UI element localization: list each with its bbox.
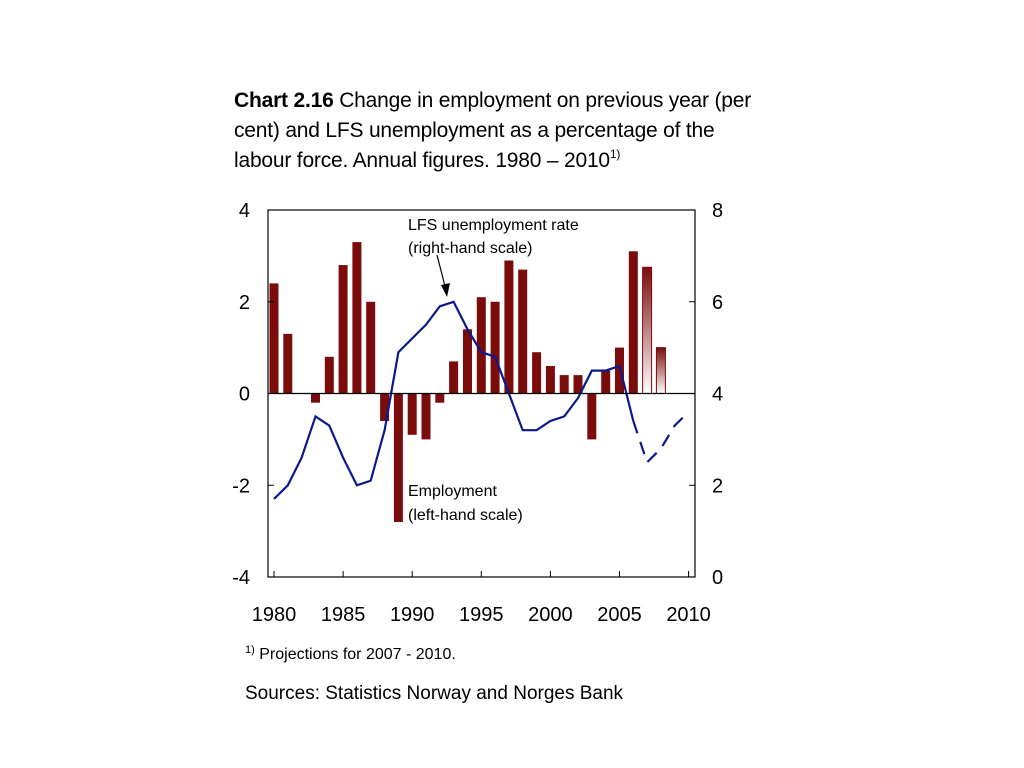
right-tick-label: 0: [712, 567, 723, 589]
left-tick-label: 2: [239, 292, 250, 314]
annotation-arrow-head: [441, 283, 450, 297]
unemployment-line-actual: [273, 300, 635, 500]
employment-bar-1991: [421, 393, 431, 440]
employment-bar-1997: [504, 260, 514, 394]
tick-labels: 4 2 0 -2 -4 8 6 4 2 0 1980 1985 1990 1995 2000 2005 2010: [232, 200, 723, 626]
x-tick-label: 1990: [390, 604, 435, 626]
unemployment-line: [273, 300, 690, 500]
x-tick-label: 1985: [321, 604, 366, 626]
employment-bar-2005: [615, 347, 624, 394]
sources: Sources: Statistics Norway and Norges Ba…: [245, 683, 624, 704]
right-tick-label: 4: [712, 384, 723, 406]
employment-bar-2007: [642, 266, 653, 394]
right-tick-label: 6: [712, 292, 723, 314]
chart-number: Chart 2.16: [234, 89, 334, 112]
employment-bar-1987: [366, 301, 376, 394]
footnote-mark: 1): [245, 644, 255, 656]
left-tick-label: 0: [239, 384, 250, 406]
employment-bar-1993: [449, 361, 459, 394]
employment-bar-1980: [269, 283, 279, 394]
employment-bar-1981: [283, 333, 293, 394]
chart-annotations: LFS unemployment rate (right-hand scale) E…: [408, 217, 579, 524]
chart-title-text: Change in employment on previous year (p…: [234, 89, 752, 172]
employment-bar-1984: [324, 356, 334, 394]
footnote-text: Projections for 2007 - 2010.: [259, 646, 456, 663]
employment-bar-2004: [601, 370, 611, 394]
bar-annotation-text: (left-hand scale): [408, 507, 523, 524]
employment-bar-1989: [393, 393, 403, 522]
x-tick-label: 2010: [666, 604, 711, 626]
chart-axes: [267, 209, 696, 578]
employment-bar-2001: [559, 375, 569, 394]
x-tick-label: 1980: [252, 604, 297, 626]
employment-bar-1996: [490, 301, 500, 394]
annotation-arrow: [436, 254, 447, 291]
right-tick-label: 2: [712, 475, 723, 497]
x-tick-label: 2000: [528, 604, 573, 626]
employment-bar-1999: [532, 352, 542, 394]
employment-bars: [269, 242, 666, 522]
footnote: 1) Projections for 2007 - 2010.: [245, 644, 456, 664]
employment-bar-2002: [573, 375, 583, 394]
left-tick-label: 4: [239, 200, 250, 222]
unemployment-line-projection: [632, 411, 690, 465]
line-annotation-text: (right-hand scale): [408, 240, 533, 257]
employment-bar-1990: [407, 393, 417, 435]
employment-bar-1988: [380, 393, 390, 421]
x-tick-label: 1995: [459, 604, 504, 626]
employment-bar-1995: [476, 297, 486, 394]
employment-bar-1992: [435, 393, 445, 403]
title-footnote-mark: 1): [609, 147, 621, 161]
employment-bar-1994: [463, 329, 472, 394]
left-tick-label: -4: [232, 567, 250, 589]
employment-bar-2006: [628, 251, 638, 394]
line-annotation-text: LFS unemployment rate: [408, 217, 579, 234]
chart: 4 2 0 -2 -4 8 6 4 2 0 1980 1985 1990 1995 2000 2005 2010…: [232, 200, 723, 626]
employment-bar-1983: [311, 393, 320, 403]
employment-bar-2000: [545, 366, 555, 394]
employment-bar-1986: [352, 242, 362, 394]
chart-title: Chart 2.16 Change in employment on previ…: [234, 86, 754, 176]
left-tick-label: -2: [232, 475, 250, 497]
right-tick-label: 8: [712, 200, 723, 222]
employment-bar-1985: [338, 265, 348, 394]
employment-bar-2003: [587, 393, 597, 440]
employment-bar-1998: [518, 269, 528, 394]
x-tick-label: 2005: [597, 604, 642, 626]
bar-annotation-text: Employment: [408, 483, 497, 500]
employment-bar-2008: [655, 347, 666, 395]
